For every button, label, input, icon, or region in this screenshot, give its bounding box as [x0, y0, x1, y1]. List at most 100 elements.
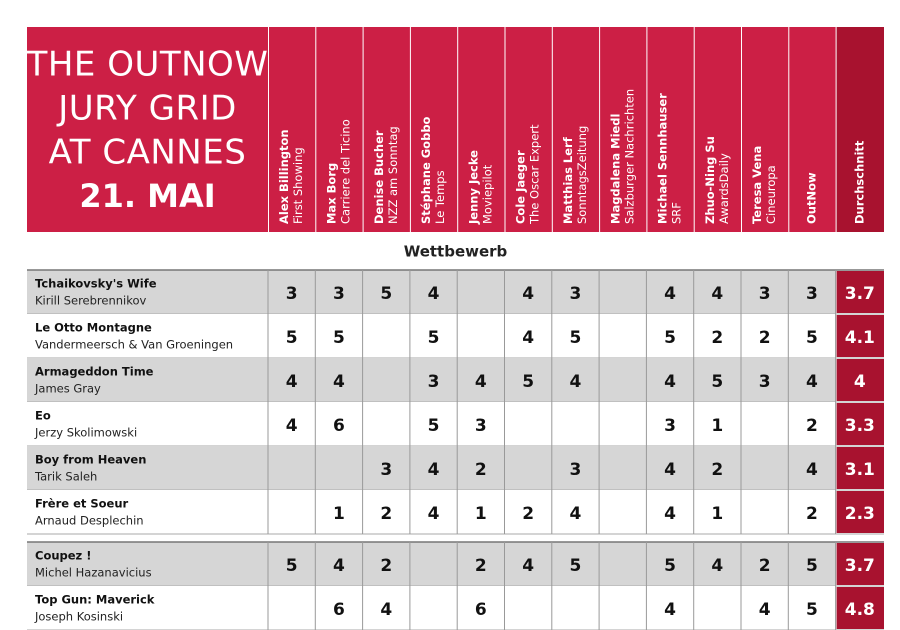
juror-header [647, 27, 694, 232]
juror-outlet: First Showing [291, 147, 305, 224]
score: 5 [570, 328, 582, 348]
score: 2 [380, 504, 392, 524]
juror-header [316, 27, 363, 232]
score: 5 [806, 556, 818, 576]
average-cell [836, 491, 884, 533]
score: 4 [570, 504, 582, 524]
film-title: Tchaikovsky's Wife [35, 277, 157, 291]
title-box [27, 27, 268, 232]
score: 3 [380, 460, 392, 480]
score: 2 [475, 556, 487, 576]
score: 3 [570, 460, 582, 480]
score: 3 [333, 284, 345, 304]
film-title: Eo [35, 409, 51, 423]
score: 6 [333, 600, 345, 620]
score: 5 [380, 284, 392, 304]
score: 3 [570, 284, 582, 304]
score: 6 [333, 416, 345, 436]
film-director: James Gray [34, 382, 101, 396]
film-director: Jerzy Skolimowski [34, 426, 137, 440]
score: 4 [333, 372, 345, 392]
juror-name: Teresa Vena [750, 146, 764, 224]
average-score: 3.1 [845, 460, 875, 480]
average-cell [836, 359, 884, 401]
score: 5 [428, 416, 440, 436]
juror-name: Matthias Lerf [561, 136, 575, 224]
score: 3 [664, 416, 676, 436]
score: 5 [664, 328, 676, 348]
film-director: Joseph Kosinski [34, 610, 123, 624]
title-line: JURY GRID [56, 89, 237, 129]
score: 3 [759, 372, 771, 392]
score: 5 [806, 600, 818, 620]
score: 5 [286, 556, 298, 576]
juror-name: Zhuo-Ning Su [703, 136, 717, 224]
juror-header [789, 27, 836, 232]
score: 4 [806, 460, 818, 480]
film-director: Arnaud Desplechin [35, 514, 144, 528]
average-cell [836, 271, 884, 313]
score: 5 [711, 372, 723, 392]
score: 5 [806, 328, 818, 348]
juror-header [363, 27, 410, 232]
film-title: Le Otto Montagne [35, 321, 152, 335]
score: 4 [428, 284, 440, 304]
row-bg [27, 446, 836, 490]
score: 4 [664, 504, 676, 524]
juror-name: Denise Bucher [372, 130, 386, 224]
score: 4 [475, 372, 487, 392]
film-title: Frère et Soeur [35, 497, 129, 511]
row-bg [27, 358, 836, 402]
score: 5 [333, 328, 345, 348]
row-bg [27, 270, 836, 314]
juror-outlet: Salzburger Nachrichten [622, 89, 636, 224]
average-score: 3.3 [845, 416, 875, 436]
juror-outlet: Cineuropa [764, 165, 778, 224]
score: 1 [333, 504, 345, 524]
juror-outlet: AwardsDaily [717, 153, 731, 224]
score: 2 [759, 328, 771, 348]
row-bg [27, 402, 836, 446]
average-score: 2.3 [845, 504, 875, 524]
juror-outlet: The Oscar Expert [528, 124, 542, 225]
score: 4 [428, 504, 440, 524]
score: 4 [806, 372, 818, 392]
score: 4 [711, 556, 723, 576]
score: 6 [475, 600, 487, 620]
row-bg [27, 314, 836, 358]
juror-header [458, 27, 505, 232]
score: 2 [475, 460, 487, 480]
film-title: Coupez ! [35, 549, 92, 563]
section-label: Wettbewerb [404, 243, 508, 261]
juror-name: Magdalena Miedl [608, 114, 622, 224]
score: 5 [664, 556, 676, 576]
juror-name: OutNow [804, 172, 818, 224]
score: 3 [759, 284, 771, 304]
juror-outlet: Carriere del Ticino [338, 119, 352, 224]
score: 2 [522, 504, 534, 524]
score: 5 [428, 328, 440, 348]
score: 4 [759, 600, 771, 620]
juror-header [742, 27, 789, 232]
score: 1 [711, 504, 723, 524]
score: 3 [475, 416, 487, 436]
film-director: Vandermeersch & Van Groeningen [35, 338, 233, 352]
average-score: 4.8 [845, 600, 875, 620]
score: 5 [522, 372, 534, 392]
juror-header [505, 27, 552, 232]
score: 5 [286, 328, 298, 348]
row-bg [27, 586, 836, 630]
row-bg [27, 490, 836, 534]
score: 3 [286, 284, 298, 304]
score: 4 [664, 284, 676, 304]
title-date: 21. MAI [79, 177, 215, 215]
film-director: Kirill Serebrennikov [35, 294, 147, 308]
average-header [836, 27, 884, 232]
score: 3 [428, 372, 440, 392]
juror-outlet: Moviepilot [480, 164, 494, 224]
score: 4 [380, 600, 392, 620]
score: 4 [333, 556, 345, 576]
score: 4 [522, 284, 534, 304]
juror-header [600, 27, 647, 232]
